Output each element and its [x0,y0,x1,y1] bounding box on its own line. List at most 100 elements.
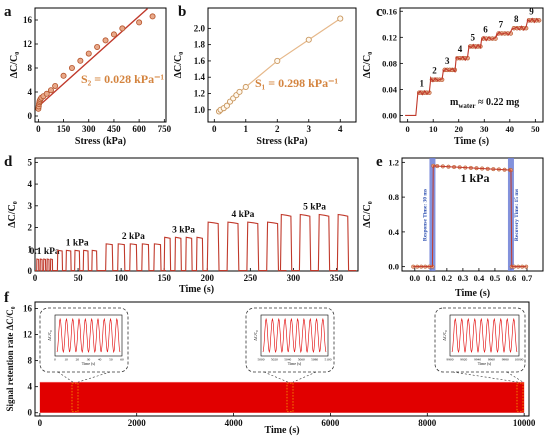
inset-x-tick-label: 10 [64,358,68,362]
data-point [102,37,109,44]
inset-x-tick-label: 9960 [488,358,495,362]
inset-x-label: Time (s) [82,361,96,366]
inset-x-label: Time (s) [288,361,302,366]
x-tick-label: 300 [82,124,96,134]
y-tick-label: 0.16 [382,6,397,16]
inset-x-tick-label: 60 [120,358,124,362]
x-tick-label: 350 [330,273,344,283]
inset-connector [452,371,519,383]
inset-x-tick-label: 0 [54,358,56,362]
panel-d: 0 50 100 150 200 250 300 350 0 1 2 3 4 5 Time (s) ΔC/C₀… [4,154,359,295]
plot-frame [34,7,167,123]
y-tick-label: 0 [28,111,33,121]
y-tick-label: 1.6 [194,56,206,66]
x-tick-label: 40 [506,124,515,134]
x-tick-label: 0 [406,124,410,134]
x-tick-label: 150 [157,273,171,283]
panel-label: c [376,4,383,20]
x-tick-label: 20 [454,124,463,134]
x-tick-label: 0.4 [474,273,485,283]
x-tick-label: 450 [107,124,121,134]
inset-x-tick-label: 9900 [447,358,454,362]
inset-connector [506,371,524,383]
x-tick-label: 3 [307,124,312,134]
x-tick-label: 0 [33,273,38,283]
data-point [119,25,126,32]
plot-frame [34,301,530,417]
y-tick-label: 1 [28,244,33,254]
x-tick-label: 0.5 [490,273,501,283]
x-tick-label: 50 [531,124,540,134]
data-point [52,83,59,90]
inset-x-tick-label: 5040 [284,358,291,362]
y-tick-label: 2 [28,223,33,233]
x-tick-label: 150 [57,124,71,134]
chart-title: 1 kPa [460,171,489,185]
data-point [337,15,344,22]
x-tick-label: 600 [132,124,146,134]
group-label: 3 kPa [172,225,195,235]
inset-x-tick-label: 50 [109,358,113,362]
series-line [35,213,357,272]
group-label: 4 kPa [231,210,254,220]
mass-annotation: mwater ≈ 0.22 mg [450,97,519,110]
inset-x-tick-label: 10000 [515,358,524,362]
y-tick-label: 16 [23,15,33,25]
y-tick-label: 0.4 [388,227,399,237]
step-label: 1 [419,79,424,89]
x-tick-label: 300 [287,273,301,283]
x-tick-label: 250 [244,273,258,283]
x-axis-label: Stress (kPa) [256,136,307,147]
step-label: 7 [499,19,504,29]
data-point [77,57,84,64]
inset-1: 0 10 20 30 40 50 60 Time (s) ΔC/C₀ [39,307,129,413]
y-tick-label: 5 [28,157,33,167]
x-tick-label: 0.3 [458,273,469,283]
y-tick-label: 1.4 [194,72,206,82]
annotation-subscript: water [458,102,475,110]
y-tick-label: 0.08 [382,58,397,68]
x-tick-label: 0 [38,418,43,428]
y-tick-label: 16 [23,304,33,314]
x-axis-label: Stress (kPa) [75,136,126,147]
y-tick-label: 0.0 [388,262,399,272]
data-point [68,65,75,72]
data-point [223,102,230,109]
data-point [94,44,101,51]
inset-x-tick-label: 9920 [460,358,467,362]
group-label: 2 kPa [122,232,145,242]
y-tick-label: 8 [28,356,33,366]
y-axis-label: ΔC/C₀ [362,52,373,79]
inset-3: 9900 9920 9940 9960 9980 10000 Time (s) ΔC/C₀ [434,307,526,413]
y-axis-label: ΔC/C₀ [7,201,18,228]
inset-connector [292,371,317,383]
data-point [60,72,67,79]
inset-connector [263,371,289,383]
recovery-time-label: Recovery Time: 15 ms [514,189,520,241]
inset-y-label: ΔC/C₀ [253,330,258,341]
inset-callout [245,307,335,373]
x-axis-label: Time (s) [454,136,489,147]
panel-label: d [4,154,13,170]
y-tick-label: 0.12 [382,32,397,42]
data-point [236,88,243,95]
inset-connector [57,371,74,383]
x-tick-label: 0.6 [506,273,517,283]
y-tick-label: 0.00 [382,110,397,120]
x-tick-label: 200 [201,273,215,283]
x-axis-label: Time (s) [264,425,299,436]
inset-series [451,317,518,354]
x-tick-label: 0.0 [410,273,421,283]
inset-y-label: ΔC/C₀ [47,330,52,341]
zoom-region [286,382,294,413]
group-label: 1 kPa [66,238,89,248]
panel-label: a [4,4,12,20]
y-tick-label: 4 [28,87,33,97]
x-tick-label: 100 [114,273,128,283]
fit-line [37,8,148,107]
zoom-region [516,382,524,413]
panel-label: b [178,4,186,20]
step-markers [416,18,542,95]
y-tick-label: 0 [28,408,33,418]
